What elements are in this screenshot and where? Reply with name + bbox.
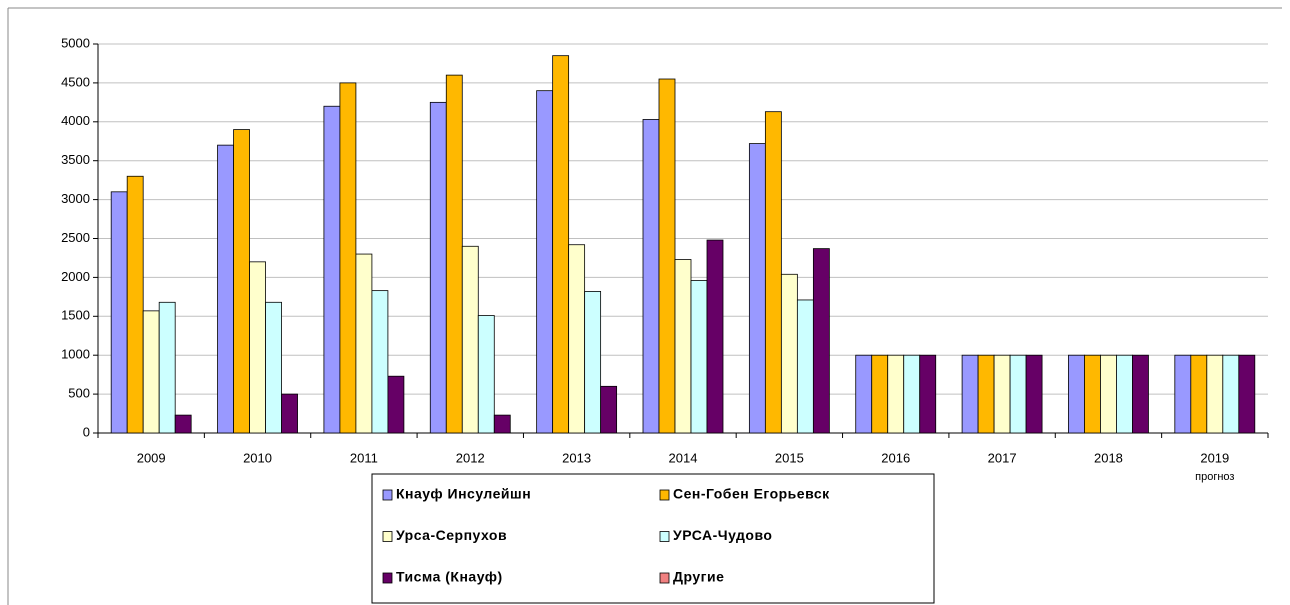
x-tick-label: 2017 [988, 450, 1017, 465]
y-tick-label: 500 [68, 386, 90, 401]
bar [977, 354, 995, 434]
legend-swatch [382, 572, 393, 584]
bar [658, 78, 676, 434]
bar [110, 191, 128, 434]
bar [233, 129, 250, 434]
legend-swatch [659, 489, 670, 501]
bar [903, 354, 921, 434]
y-tick-label: 5000 [61, 35, 90, 50]
bar [265, 301, 282, 434]
y-tick-label: 1500 [61, 308, 90, 323]
bar [796, 299, 814, 434]
x-tick-label: 2019 [1200, 450, 1229, 465]
bar [1068, 354, 1085, 434]
legend-label: Сен-Гобен Егорьевск [673, 486, 830, 502]
bar [217, 144, 234, 434]
y-tick-label: 2500 [61, 230, 90, 245]
y-tick-label: 3000 [61, 191, 90, 206]
bar [552, 55, 570, 434]
bar [387, 375, 405, 434]
bar [158, 301, 176, 434]
bar [855, 354, 873, 434]
x-tick-label: 2009 [137, 450, 166, 465]
legend-swatch [659, 572, 670, 584]
bar [748, 143, 766, 434]
legend-label: Другие [673, 569, 724, 585]
bar [536, 90, 554, 434]
bar [249, 261, 266, 434]
bar [339, 82, 357, 434]
legend-label: Кнауф Инсулейшн [396, 486, 531, 502]
bar [919, 354, 937, 434]
bar [1025, 354, 1043, 434]
bar [600, 385, 618, 434]
bar [323, 105, 341, 434]
x-tick-label: 2011 [350, 450, 378, 465]
bar [281, 393, 298, 434]
legend-swatch [382, 531, 393, 542]
bar [674, 259, 692, 434]
legend-swatch [382, 489, 393, 501]
y-tick-label: 2000 [61, 269, 90, 284]
bar [142, 310, 160, 434]
bar [1116, 354, 1133, 434]
x-tick-label: 2014 [669, 450, 698, 465]
x-tick-label: 2010 [243, 450, 272, 465]
bar [493, 414, 511, 434]
bar [174, 414, 192, 434]
x-tick-label: 2012 [456, 450, 485, 465]
bar [1174, 354, 1192, 434]
bar [764, 111, 782, 434]
bar [355, 253, 373, 434]
bar [461, 245, 479, 434]
bar [780, 273, 798, 434]
bar [812, 248, 830, 434]
legend-swatch [659, 531, 670, 542]
bar [1206, 354, 1224, 434]
bar [690, 280, 708, 434]
bar [961, 354, 979, 434]
annotation: прогноз [1195, 471, 1234, 483]
bar [1190, 354, 1208, 434]
bar [126, 175, 144, 434]
bar [584, 291, 602, 434]
bar [371, 290, 389, 434]
bar [993, 354, 1011, 434]
x-tick-label: 2018 [1094, 450, 1123, 465]
bar [445, 74, 463, 434]
legend-label: Тисма (Кнауф) [396, 569, 503, 585]
y-tick-label: 0 [83, 424, 90, 439]
bar [477, 315, 495, 434]
bar [1084, 354, 1101, 434]
y-tick-label: 3500 [61, 152, 90, 167]
bar [642, 119, 660, 434]
bar [1100, 354, 1117, 434]
x-tick-label: 2013 [562, 450, 591, 465]
legend-box [371, 473, 935, 604]
bar [871, 354, 889, 434]
bar [568, 244, 586, 434]
bar [1132, 354, 1149, 434]
bar [1238, 354, 1256, 434]
bar [706, 239, 724, 434]
legend-label: Урса-Серпухов [396, 527, 507, 543]
bar [887, 354, 905, 434]
y-tick-label: 4000 [61, 113, 90, 128]
bar [429, 101, 447, 434]
x-tick-label: 2016 [881, 450, 910, 465]
legend-label: УРСА-Чудово [673, 527, 772, 543]
bar [1009, 354, 1027, 434]
y-tick-label: 4500 [61, 74, 90, 89]
bar [1222, 354, 1240, 434]
y-tick-label: 1000 [61, 347, 90, 362]
x-tick-label: 2015 [775, 450, 804, 465]
